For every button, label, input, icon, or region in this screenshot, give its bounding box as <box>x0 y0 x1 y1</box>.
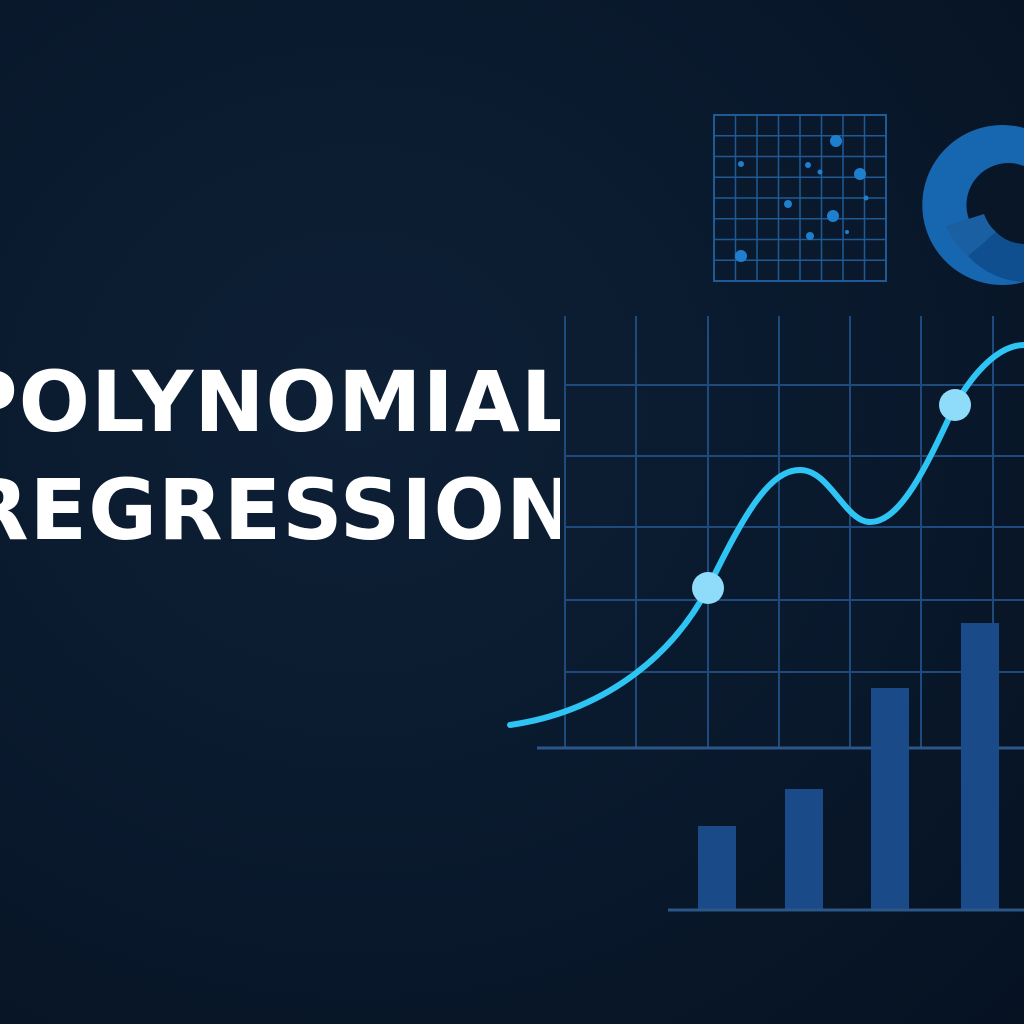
scatter-dot <box>784 200 792 208</box>
scatter-dot <box>735 250 747 262</box>
scatter-dot <box>863 195 869 201</box>
scatter-dot <box>806 232 814 240</box>
scatter-dot <box>845 230 849 234</box>
title-block: POLYNOMIAL REGRESSION <box>0 330 560 570</box>
line-chart-grid <box>537 316 1024 750</box>
scatter-dot <box>817 169 823 175</box>
scatter-grid-panel <box>713 114 887 282</box>
donut-chart-icon <box>922 125 1024 286</box>
polynomial-curve-icon <box>507 342 1024 728</box>
bar-4 <box>961 623 999 910</box>
bar-2 <box>785 789 823 910</box>
scatter-dot <box>738 161 744 167</box>
title-line-1: POLYNOMIAL <box>0 353 560 451</box>
curve-point-2 <box>939 389 971 421</box>
scatter-dot <box>805 162 811 168</box>
scatter-dot <box>854 168 866 180</box>
bar-3 <box>871 688 909 910</box>
bar-1 <box>698 826 736 910</box>
scatter-dot <box>830 135 842 147</box>
curve-point-1 <box>692 572 724 604</box>
bar-chart-icon <box>668 623 1024 912</box>
scatter-dot <box>827 210 839 222</box>
title-line-2: REGRESSION <box>0 461 560 559</box>
